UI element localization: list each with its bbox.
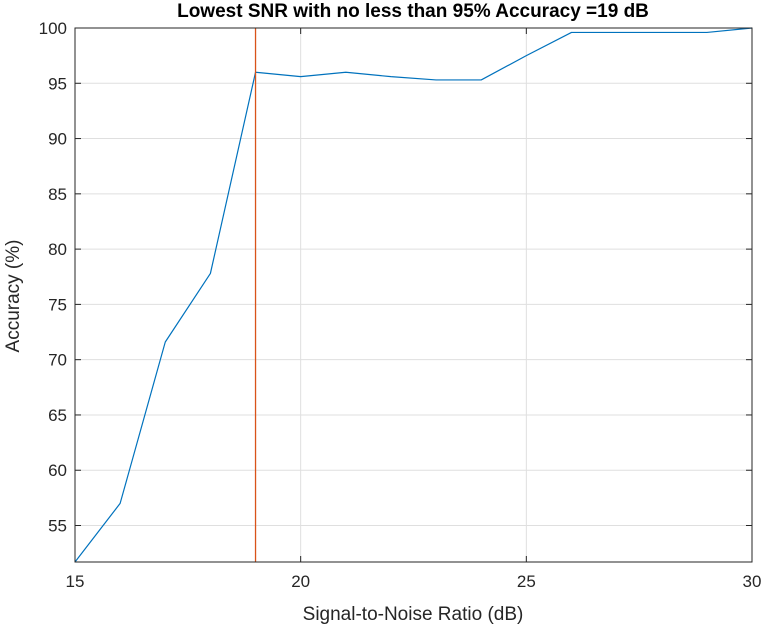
- y-tick-label: 85: [48, 185, 67, 204]
- y-tick-label: 95: [48, 74, 67, 93]
- tick-labels: 15 20 25 30 55 60 65 70 75 80 85 90 95 100: [39, 19, 762, 591]
- y-tick-label: 55: [48, 517, 67, 536]
- y-tick-label: 100: [39, 19, 67, 38]
- x-tick-label: 25: [517, 572, 536, 591]
- x-tick-label: 30: [743, 572, 762, 591]
- y-tick-label: 75: [48, 295, 67, 314]
- y-tick-label: 70: [48, 351, 67, 370]
- axes-box: [74, 27, 753, 563]
- y-tick-label: 65: [48, 406, 67, 425]
- x-tick-label: 15: [66, 572, 85, 591]
- y-tick-label: 80: [48, 240, 67, 259]
- y-tick-label: 90: [48, 130, 67, 149]
- chart-title: Lowest SNR with no less than 95% Accurac…: [177, 1, 649, 22]
- y-axis-label: Accuracy (%): [3, 240, 24, 353]
- accuracy-line: [74, 27, 753, 563]
- axes: [74, 27, 753, 563]
- plot-area: [75, 28, 752, 562]
- series-layer: [74, 27, 753, 563]
- x-axis-label: Signal-to-Noise Ratio (dB): [303, 604, 524, 625]
- y-tick-label: 60: [48, 461, 67, 480]
- x-tick-label: 20: [291, 572, 310, 591]
